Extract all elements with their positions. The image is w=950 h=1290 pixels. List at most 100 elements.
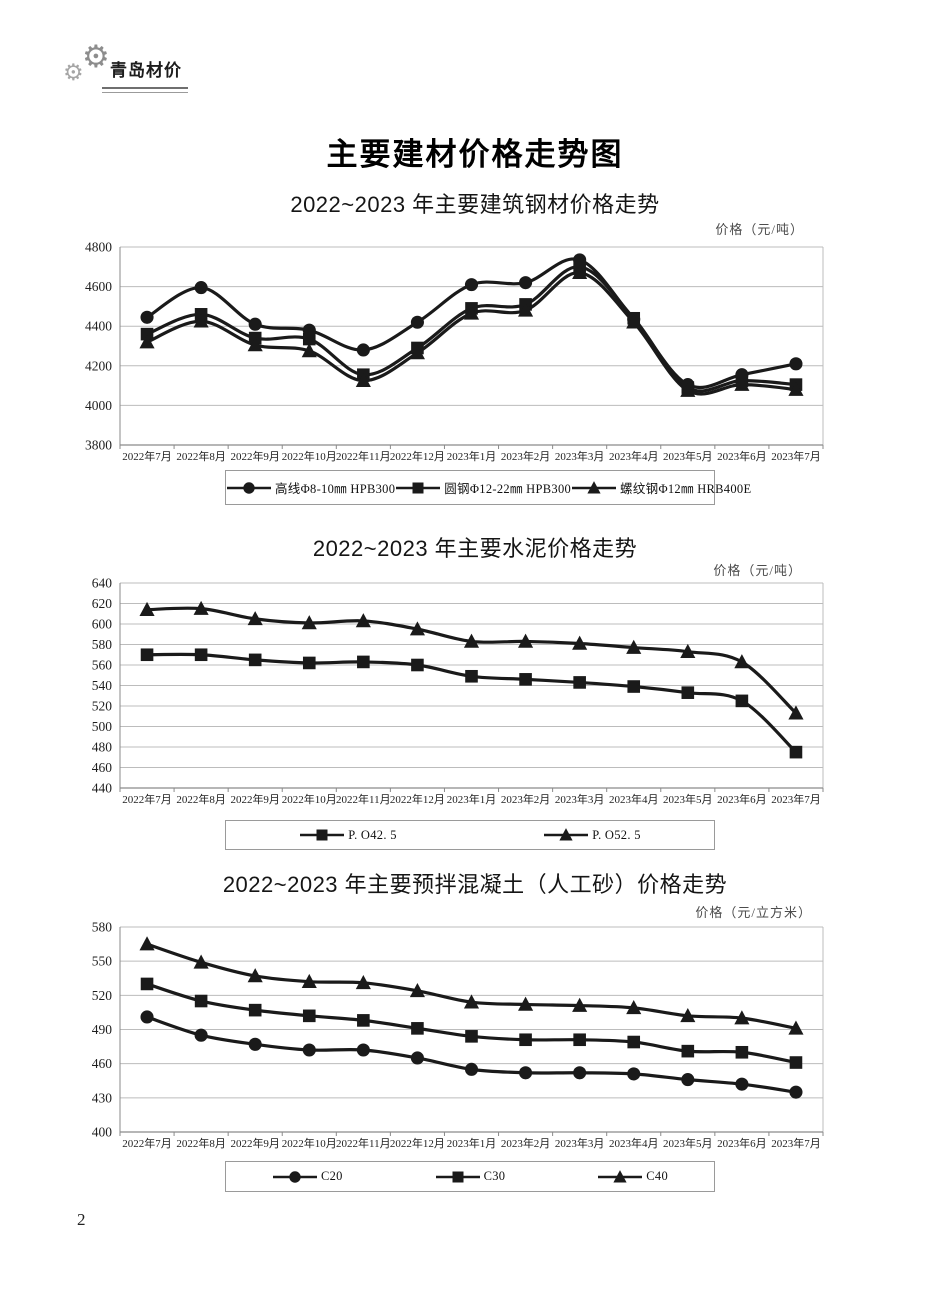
series-triangle: [139, 600, 804, 720]
x-axis-labels: 2022年7月 2022年8月 2022年9月 2022年10月 2022年11月 202…: [122, 1136, 820, 1150]
data-point-triangle: [247, 337, 263, 352]
triangle-marker-icon: [572, 480, 617, 493]
svg-text:4200: 4200: [85, 358, 112, 373]
svg-text:2023年3月: 2023年3月: [555, 792, 605, 806]
data-point-circle: [194, 281, 208, 295]
svg-text:2023年5月: 2023年5月: [663, 1136, 713, 1150]
steel-chart-unit-label: 价格（元/吨）: [715, 222, 804, 237]
svg-text:430: 430: [92, 1090, 113, 1105]
svg-text:2023年5月: 2023年5月: [663, 792, 713, 806]
data-point-circle: [464, 1062, 479, 1076]
data-point-square: [627, 680, 641, 693]
gear-icon: ⚙: [63, 60, 84, 86]
concrete-chart-title: 2022~2023 年主要预拌混凝土（人工砂）价格走势: [222, 872, 728, 897]
concrete-chart-legend: C20 C30 C40: [225, 1161, 715, 1192]
svg-text:2023年6月: 2023年6月: [717, 449, 767, 463]
steel-chart-legend: 高线Φ8-10㎜ HPB300 圆钢Φ12-22㎜ HPB300 螺纹钢Φ12㎜ H…: [225, 470, 751, 505]
data-point-triangle: [734, 1010, 750, 1025]
svg-text:2022年12月: 2022年12月: [390, 449, 445, 463]
data-point-triangle: [518, 996, 534, 1011]
svg-text:520: 520: [92, 988, 113, 1003]
data-point-square: [302, 1009, 316, 1023]
data-point-triangle: [355, 613, 371, 628]
legend-label: C40: [646, 1169, 669, 1183]
svg-text:3800: 3800: [85, 438, 112, 453]
data-point-circle: [519, 1066, 533, 1080]
svg-text:580: 580: [92, 920, 113, 935]
svg-text:2022年12月: 2022年12月: [390, 1136, 445, 1150]
data-point-square: [357, 655, 370, 669]
logo-text: 青岛材价: [110, 61, 182, 80]
data-point-triangle: [463, 633, 480, 648]
data-point-triangle: [788, 705, 804, 720]
legend-item: 高线Φ8-10㎜ HPB300: [226, 478, 395, 497]
svg-text:2023年2月: 2023年2月: [501, 449, 551, 463]
legend-item: C40: [597, 1169, 668, 1184]
data-point-triangle: [409, 345, 425, 360]
square-marker-icon: [435, 1171, 480, 1182]
triangle-marker-icon: [598, 1169, 643, 1182]
data-point-square: [789, 1056, 803, 1069]
gridlines: [120, 582, 824, 788]
svg-text:440: 440: [92, 781, 113, 796]
data-point-square: [735, 694, 749, 708]
data-point-square: [519, 673, 532, 686]
y-axis-labels: 440 460 480 500 520 540 560 580 600 620 640: [92, 576, 113, 796]
svg-text:400: 400: [92, 1125, 113, 1140]
svg-text:4400: 4400: [85, 319, 112, 334]
data-point-circle: [681, 1073, 695, 1087]
svg-text:2023年1月: 2023年1月: [447, 1136, 497, 1150]
data-point-triangle: [572, 264, 588, 280]
data-point-triangle: [626, 1000, 642, 1015]
data-point-triangle: [301, 615, 317, 630]
data-point-square: [194, 648, 208, 662]
steel-price-chart: 3800 4000 4200 4400 4600 4800 2022年7月 2022年8月 20…: [85, 240, 824, 463]
svg-text:2023年2月: 2023年2月: [501, 1136, 551, 1150]
data-point-triangle: [355, 974, 371, 990]
legend-label: C20: [320, 1169, 343, 1183]
svg-text:2023年7月: 2023年7月: [771, 1136, 821, 1150]
page-title: 主要建材价格走势图: [326, 137, 624, 172]
data-point-square: [681, 1044, 695, 1058]
series-triangle: [139, 936, 804, 1035]
data-point-triangle: [680, 382, 696, 397]
data-point-circle: [519, 276, 533, 290]
legend-label: 圆钢Φ12-22㎜ HPB300: [444, 482, 572, 496]
legend-item: 螺纹钢Φ12㎜ HRB400E: [571, 478, 751, 497]
data-point-circle: [789, 357, 803, 371]
steel-chart-title: 2022~2023 年主要建筑钢材价格走势: [290, 192, 660, 217]
svg-text:2023年3月: 2023年3月: [555, 1136, 605, 1150]
series-line: [145, 1015, 798, 1094]
data-point-circle: [735, 1077, 749, 1091]
svg-text:2023年2月: 2023年2月: [501, 792, 551, 806]
svg-text:2023年5月: 2023年5月: [663, 449, 713, 463]
data-point-circle: [356, 1043, 370, 1057]
data-point-square: [248, 1003, 262, 1017]
data-point-square: [316, 829, 328, 841]
x-axis-labels: 2022年7月 2022年8月 2022年9月 2022年10月 2022年11月 202…: [122, 449, 820, 463]
legend-item: C20: [272, 1169, 343, 1184]
circle-marker-icon: [272, 1170, 317, 1183]
cement-chart-title: 2022~2023 年主要水泥价格走势: [312, 536, 638, 561]
data-point-triangle: [559, 828, 573, 841]
data-point-triangle: [613, 1169, 627, 1182]
svg-text:2022年8月: 2022年8月: [176, 449, 226, 463]
svg-text:480: 480: [92, 740, 113, 755]
data-point-circle: [194, 1028, 208, 1042]
svg-text:2023年7月: 2023年7月: [771, 449, 821, 463]
data-point-triangle: [587, 480, 601, 493]
series-line: [145, 652, 798, 754]
svg-text:2023年6月: 2023年6月: [717, 792, 767, 806]
data-point-triangle: [409, 982, 425, 998]
gear-icon: ⚙: [82, 39, 110, 75]
y-axis-labels: 400 430 460 490 520 550 580: [92, 920, 113, 1140]
data-point-triangle: [680, 643, 696, 658]
data-point-triangle: [247, 611, 263, 626]
data-point-triangle: [463, 994, 480, 1009]
svg-text:540: 540: [92, 678, 113, 693]
axes: [119, 583, 824, 792]
data-point-circle: [410, 1051, 424, 1065]
data-point-triangle: [463, 305, 480, 320]
data-point-square: [465, 1030, 478, 1043]
svg-text:550: 550: [92, 954, 113, 969]
